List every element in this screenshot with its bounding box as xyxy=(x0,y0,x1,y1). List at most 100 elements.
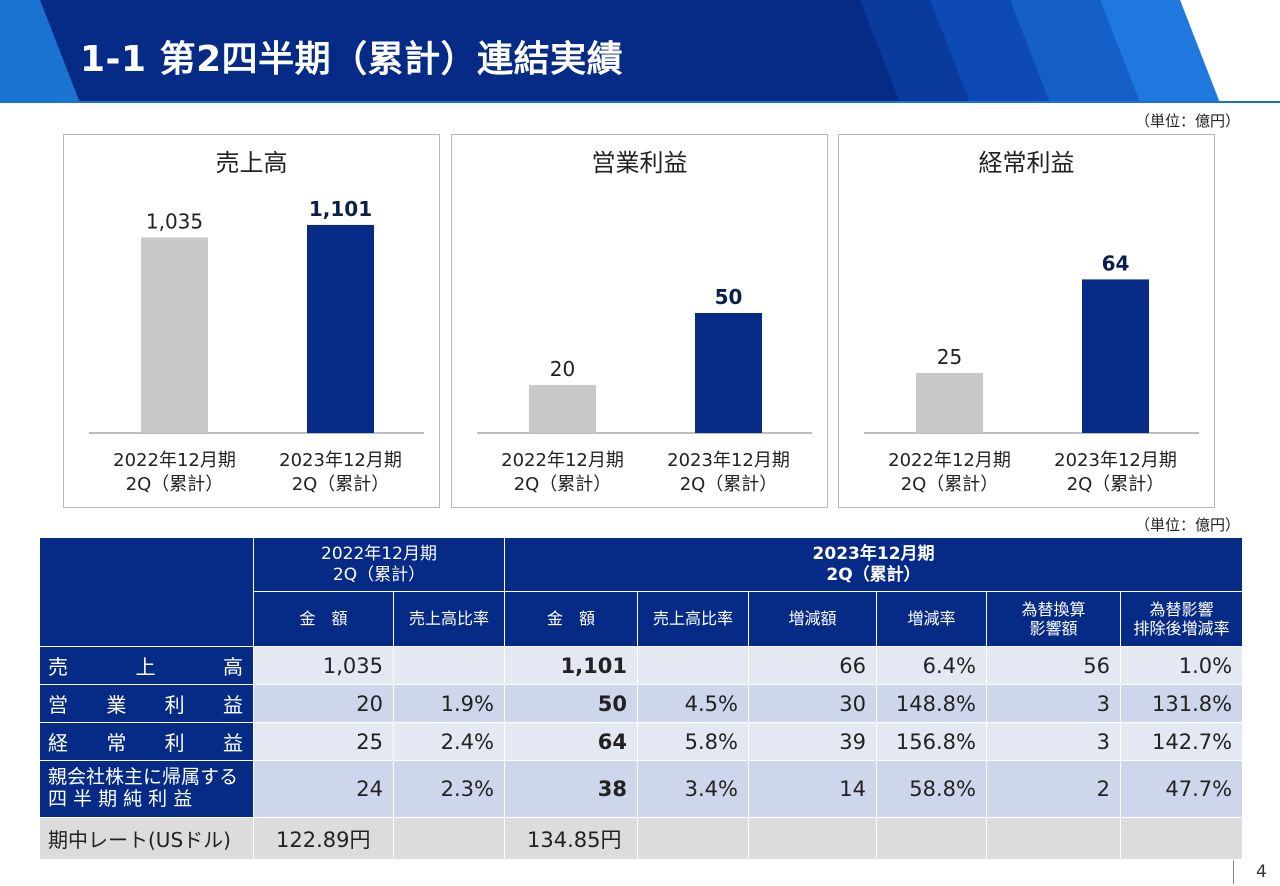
bar-prev xyxy=(916,373,983,433)
table-cell xyxy=(876,817,987,860)
col-header-change: 増減額 xyxy=(748,591,877,647)
chart-title: 売上高 xyxy=(215,149,288,177)
row-label-char: 経 xyxy=(48,731,68,755)
table-cell xyxy=(1119,817,1244,860)
table-cell: 50 xyxy=(504,684,638,723)
table-cell: 1.0% xyxy=(1119,646,1244,685)
table-cell: 38 xyxy=(504,760,638,818)
table-cell: 122.89円 xyxy=(253,817,394,860)
table-cell: 64 xyxy=(504,722,638,761)
table-row-net-income: 親会社株主に帰属する 四 半 期 純 利 益 24 2.3% 38 3.4% 1… xyxy=(39,760,1244,818)
row-label-line: 四 半 期 純 利 益 xyxy=(48,788,193,810)
chart-unit-label: （単位：億円） xyxy=(1134,112,1240,130)
row-label-char: 常 xyxy=(106,731,127,755)
table-cell xyxy=(748,817,877,860)
data-label: 1,035 xyxy=(146,209,203,233)
group-header-line: 2022年12月期 xyxy=(321,544,437,565)
table-cell: 24 xyxy=(253,760,394,818)
col-header-text: 影響額 xyxy=(1029,619,1078,638)
group-header-line: 2023年12月期 xyxy=(812,544,935,565)
table-row-operating-income: 営 業 利 益 20 1.9% 50 4.5% 30 148.8% 3 131.… xyxy=(39,684,1244,723)
table-cell: 56 xyxy=(986,646,1121,685)
table-cell: 20 xyxy=(253,684,394,723)
row-label-ordinary-income: 経 常 利 益 xyxy=(39,722,254,761)
table-row-fx-rate: 期中レート(USドル) 122.89円 134.85円 xyxy=(39,817,1244,860)
data-label: 20 xyxy=(550,357,575,381)
chart-sales: 1,035 2022年12月期 2Q（累計） 1,101 2023年12月期 2Q（累計） xyxy=(89,197,424,495)
chart-ordinary-income: 25 2022年12月期 2Q（累計） 64 2023年12月期 2Q（累計） xyxy=(864,251,1199,495)
table-cell: 14 xyxy=(748,760,877,818)
table-cell: 39 xyxy=(748,722,877,761)
table-cell: 25 xyxy=(253,722,394,761)
table-cell xyxy=(637,817,749,860)
col-header-text: 為替影響 xyxy=(1149,599,1214,619)
bar-curr xyxy=(307,224,374,433)
row-label-char: 上 xyxy=(135,655,156,679)
col-header-text: 売上高比率 xyxy=(408,609,489,629)
category-label: 2022年12月期 xyxy=(113,450,236,471)
table-row-ordinary-income: 経 常 利 益 25 2.4% 64 5.8% 39 156.8% 3 142.… xyxy=(39,722,1244,761)
row-label-line: 親会社株主に帰属する xyxy=(48,766,239,789)
row-label-fx-rate: 期中レート(USドル) xyxy=(39,817,254,860)
row-label-char: 利 xyxy=(164,693,185,717)
chart-title: 営業利益 xyxy=(591,149,688,177)
col-header-ratio-2023: 売上高比率 xyxy=(637,591,749,647)
bar-curr xyxy=(1082,279,1149,433)
table-cell: 142.7% xyxy=(1119,722,1244,761)
row-label-operating-income: 営 業 利 益 xyxy=(39,684,254,723)
table-cell: 2.3% xyxy=(393,760,505,818)
category-label: 2023年12月期 xyxy=(279,450,402,471)
category-label: 2022年12月期 xyxy=(501,450,624,471)
group-header-line: 2Q（累計） xyxy=(826,564,921,585)
category-label: 2Q（累計） xyxy=(901,474,999,495)
row-label-char: 益 xyxy=(222,693,243,717)
table-cell: 1,035 xyxy=(253,646,394,685)
page-title: 1-1 第2四半期（累計）連結実績 xyxy=(80,39,624,80)
table-cell: 58.8% xyxy=(876,760,987,818)
category-label: 2Q（累計） xyxy=(514,474,612,495)
table-corner xyxy=(39,537,254,647)
col-header-text: 為替換算 xyxy=(1021,599,1086,619)
col-header-amount-2023: 金 額 xyxy=(504,591,638,647)
col-header-text: 金 額 xyxy=(299,609,348,629)
data-label: 64 xyxy=(1102,251,1130,275)
table-cell: 5.8% xyxy=(637,722,749,761)
table-cell xyxy=(986,817,1121,860)
group-header-line: 2Q（累計） xyxy=(332,564,426,585)
page-number: 4 xyxy=(1256,862,1267,882)
col-header-ratio-2022: 売上高比率 xyxy=(393,591,505,647)
chart-operating-income: 20 2022年12月期 2Q（累計） 50 2023年12月期 2Q（累計） xyxy=(477,285,812,495)
table-unit-label: （単位：億円） xyxy=(1134,516,1240,534)
table-cell: 156.8% xyxy=(876,722,987,761)
table-cell xyxy=(637,646,749,685)
bar-prev xyxy=(141,237,208,433)
category-label: 2Q（累計） xyxy=(680,474,778,495)
data-label: 1,101 xyxy=(309,197,372,221)
row-label-char: 営 xyxy=(48,693,68,717)
header-background xyxy=(0,0,1280,103)
table-cell: 148.8% xyxy=(876,684,987,723)
col-header-fx-impact: 為替換算 影響額 xyxy=(986,591,1121,647)
table-cell xyxy=(393,646,505,685)
chart-panel-sales: 売上高 1,035 2022年12月期 2Q（累計） 1,101 2023年12月期 2Q… xyxy=(63,134,440,508)
table-cell xyxy=(393,817,505,860)
row-label-char: 高 xyxy=(223,655,243,679)
table-group-header-2022: 2022年12月期 2Q（累計） xyxy=(253,537,505,592)
row-label-char: 売 xyxy=(48,655,68,679)
chart-panel-operating-income: 営業利益 20 2022年12月期 2Q（累計） 50 2023年12月期 2Q（累計） xyxy=(451,134,828,508)
table-cell: 66 xyxy=(748,646,877,685)
col-header-text: 排除後増減率 xyxy=(1133,619,1230,638)
table-cell: 2.4% xyxy=(393,722,505,761)
table-cell: 6.4% xyxy=(876,646,987,685)
data-label: 50 xyxy=(715,285,743,309)
table-group-header-2023: 2023年12月期 2Q（累計） xyxy=(503,537,1244,592)
table-cell: 47.7% xyxy=(1119,760,1244,818)
row-label-char: 業 xyxy=(106,693,127,717)
col-header-text: 増減額 xyxy=(788,609,837,629)
col-header-text: 売上高比率 xyxy=(652,609,733,629)
header-band: 1-1 第2四半期（累計）連結実績 xyxy=(0,0,1280,103)
table-cell: 131.8% xyxy=(1119,684,1244,723)
bar-curr xyxy=(695,313,762,433)
category-label: 2Q（累計） xyxy=(1067,474,1165,495)
col-header-text: 増減率 xyxy=(907,609,956,629)
